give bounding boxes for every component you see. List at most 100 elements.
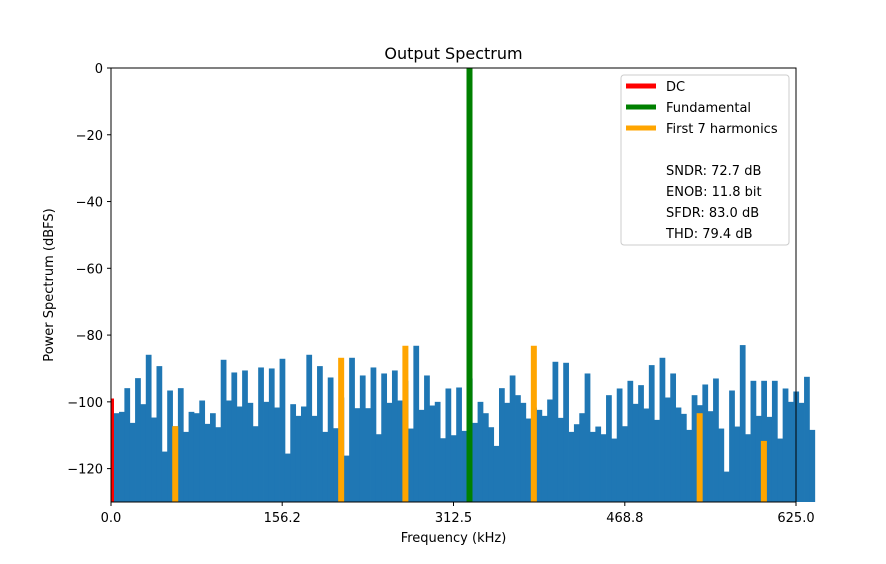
noise-bar: [129, 422, 136, 502]
noise-bar: [135, 378, 141, 502]
noise-bar: [734, 426, 741, 502]
noise-bar: [579, 413, 586, 502]
noise-bar: [798, 402, 805, 502]
noise-bar: [648, 365, 655, 502]
legend-label-dc: DC: [666, 80, 685, 95]
noise-bar: [381, 373, 388, 502]
noise-bar: [193, 413, 200, 502]
noise-bar: [236, 406, 243, 502]
noise-bar: [445, 388, 452, 502]
noise-bar: [386, 402, 393, 502]
noise-bar: [327, 377, 334, 502]
noise-bar: [119, 411, 125, 502]
x-axis-label: Frequency (kHz): [401, 531, 507, 546]
y-tick-label: −100: [67, 396, 103, 411]
noise-bar: [809, 429, 816, 502]
noise-bar: [680, 413, 687, 502]
x-tick-label: 156.2: [264, 511, 301, 526]
noise-bar: [408, 428, 414, 502]
harmonic-spike: [530, 345, 537, 502]
legend-label-harmonics: First 7 harmonics: [666, 122, 778, 137]
y-tick-label: −40: [76, 196, 103, 211]
x-axis-ticks: 0.0 156.2 312.5 468.8 625.0: [101, 502, 815, 526]
noise-bar: [557, 417, 564, 502]
noise-bar: [643, 408, 650, 502]
noise-bar: [782, 388, 789, 502]
x-tick-label: 468.8: [606, 511, 643, 526]
noise-bar: [788, 401, 794, 502]
noise-bar: [777, 438, 784, 502]
noise-bar: [204, 423, 211, 502]
noise-bar: [766, 416, 773, 502]
x-tick-label: 312.5: [435, 511, 472, 526]
y-axis-ticks: 0 −20 −40 −60 −80 −100 −120: [67, 62, 111, 478]
noise-bar: [418, 409, 425, 502]
noise-bar: [359, 375, 366, 502]
noise-bar: [300, 406, 307, 502]
noise-bar: [691, 395, 698, 502]
noise-bar: [247, 402, 254, 502]
noise-bar: [488, 427, 495, 502]
noise-bar: [670, 373, 677, 502]
noise-bar: [675, 407, 682, 502]
noise-bar: [413, 345, 420, 502]
noise-bar: [723, 471, 730, 502]
noise-bar: [750, 380, 757, 502]
noise-bar: [456, 387, 462, 502]
noise-bar: [627, 380, 634, 502]
noise-bar: [220, 359, 227, 502]
noise-bar: [140, 404, 147, 502]
noise-bar: [638, 385, 644, 502]
noise-bar: [391, 370, 398, 502]
noise-bar: [177, 388, 184, 502]
x-tick-label: 0.0: [101, 511, 122, 526]
noise-bar: [616, 388, 623, 502]
noise-bar: [659, 357, 666, 502]
noise-bar: [252, 426, 259, 502]
noise-bar: [611, 438, 618, 502]
noise-bar: [113, 413, 120, 502]
noise-bar: [547, 399, 553, 502]
noise-bar: [268, 368, 275, 502]
noise-bar: [370, 367, 377, 502]
legend: DC Fundamental First 7 harmonics SNDR: 7…: [620, 74, 790, 246]
noise-bar: [145, 354, 152, 502]
noise-bar: [536, 409, 543, 502]
noise-bar: [520, 402, 527, 502]
noise-bar: [477, 401, 484, 502]
noise-bar: [584, 373, 591, 502]
noise-bar: [482, 413, 489, 502]
noise-bar: [493, 445, 500, 502]
noise-bar: [215, 427, 222, 502]
y-tick-label: −80: [76, 329, 103, 344]
y-tick-label: −120: [67, 463, 103, 478]
noise-bar: [322, 431, 329, 502]
noise-bar: [707, 411, 714, 502]
noise-bar: [525, 418, 532, 502]
noise-bar: [397, 400, 404, 502]
legend-metric-sfdr: SFDR: 83.0 dB: [666, 206, 759, 221]
noise-bar: [188, 411, 195, 502]
noise-bar: [686, 429, 693, 502]
y-axis-label: Power Spectrum (dBFS): [42, 208, 57, 361]
harmonic-spike: [760, 440, 767, 502]
noise-bar: [504, 402, 511, 502]
noise-bar: [606, 395, 612, 502]
noise-bar: [499, 388, 505, 502]
noise-bar: [295, 415, 302, 502]
noise-bar: [450, 435, 457, 502]
noise-bar: [600, 434, 607, 502]
noise-bar: [306, 354, 313, 502]
noise-bar: [771, 380, 778, 502]
legend-metric-thd: THD: 79.4 dB: [665, 227, 753, 242]
noise-bar: [354, 408, 361, 502]
harmonic-spike: [696, 413, 703, 502]
noise-bar: [573, 424, 580, 502]
noise-bar: [242, 370, 248, 502]
noise-bar: [632, 403, 639, 502]
noise-bar: [258, 367, 264, 502]
legend-metric-sndr: SNDR: 72.7 dB: [666, 164, 761, 179]
noise-bar: [167, 390, 173, 502]
noise-bar: [595, 426, 602, 502]
